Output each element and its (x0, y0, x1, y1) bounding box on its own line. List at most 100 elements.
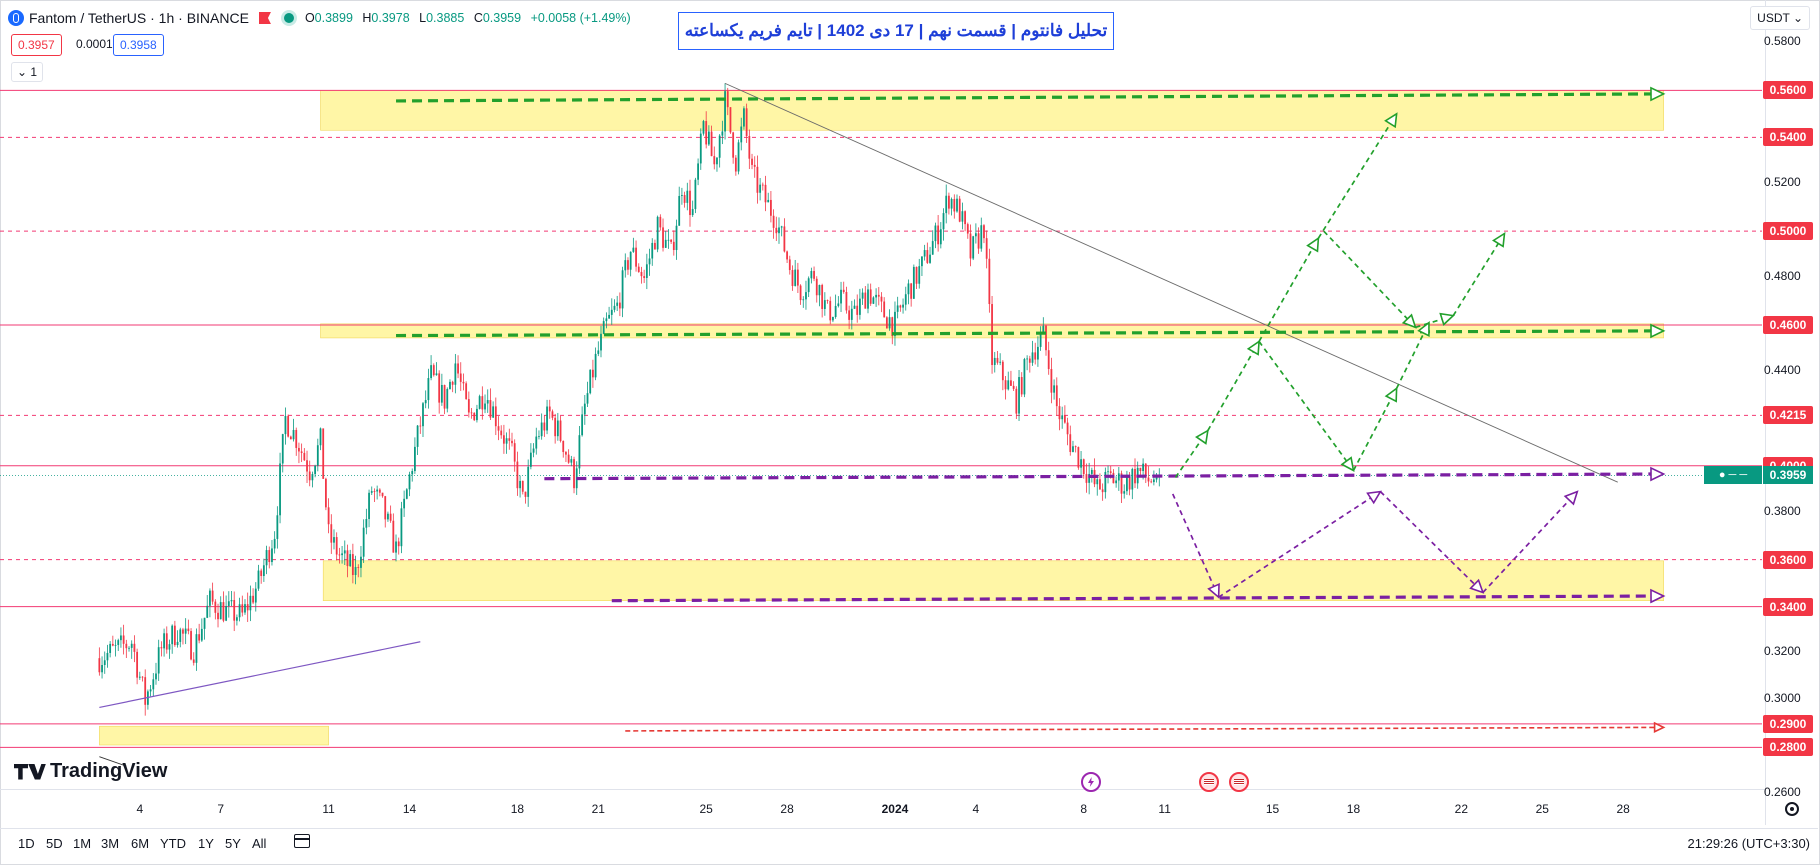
range-1d-button[interactable]: 1D (18, 836, 35, 851)
candle-down (726, 91, 729, 108)
candle-up (117, 640, 120, 645)
candle-up (538, 436, 540, 438)
range-all-button[interactable]: All (252, 836, 267, 851)
candle-up (1142, 463, 1144, 472)
candle-up (743, 108, 745, 127)
candle-down (559, 420, 562, 441)
candle-up (823, 300, 826, 309)
level-price-label: 0.5400 (1763, 128, 1813, 147)
event-icon[interactable] (1081, 772, 1101, 792)
price-tick: 0.3000 (1764, 691, 1801, 706)
range-1y-button[interactable]: 1Y (198, 836, 214, 851)
arrow-head (1384, 112, 1398, 129)
arrow-head (1439, 312, 1456, 326)
price-tick: 0.3200 (1764, 644, 1801, 659)
candle-down (1099, 479, 1101, 490)
candle-up (405, 489, 408, 499)
time-tick: 14 (402, 802, 417, 816)
indicators-toggle[interactable]: ⌄ 1 (11, 62, 44, 82)
flag-icon[interactable] (258, 12, 271, 24)
candle-up (1117, 473, 1120, 481)
support-resistance-zone (322, 560, 1664, 602)
candle-down (465, 383, 468, 400)
candle-down (357, 567, 360, 568)
candle-down (511, 440, 513, 444)
us-flag-icon[interactable] (1199, 772, 1219, 792)
candle-up (1042, 325, 1045, 335)
candle-down (772, 215, 775, 228)
sell-price-button[interactable]: 0.3957 (11, 34, 62, 56)
candle-up (691, 209, 694, 216)
candle-up (219, 602, 222, 620)
candle-up (902, 304, 904, 308)
candle-down (438, 373, 441, 403)
candle-down (524, 491, 527, 497)
symbol-title[interactable]: Fantom / TetherUS · 1h · BINANCE (29, 10, 249, 26)
candle-down (516, 461, 519, 489)
annotation-title[interactable]: تحلیل فانتوم | قسمت نهم | 17 دی 1402 | ت… (678, 12, 1114, 50)
candle-down (1120, 473, 1123, 494)
us-flag-icon[interactable] (1229, 772, 1249, 792)
tradingview-logo[interactable]: TradingView (14, 760, 167, 783)
candle-down (554, 417, 557, 437)
candle-down (182, 629, 184, 634)
candle-up (721, 131, 724, 136)
candle-up (724, 91, 726, 132)
candle-up (872, 297, 875, 304)
range-1m-button[interactable]: 1M (73, 836, 92, 851)
scenario-path (1207, 341, 1260, 432)
clock[interactable]: 21:29:26 (UTC+3:30) (1687, 836, 1810, 851)
candle-up (888, 317, 891, 329)
scenario-path (1452, 233, 1506, 317)
candle-down (1047, 350, 1050, 370)
candle-down (451, 381, 454, 385)
candle-up (907, 283, 910, 295)
candle-up (519, 480, 521, 489)
candle-down (246, 604, 249, 611)
time-tick: 7 (217, 802, 225, 816)
candle-down (335, 537, 338, 555)
candle-up (529, 452, 532, 467)
candle-up (605, 318, 608, 322)
candle-up (257, 570, 260, 589)
candle-up (778, 227, 780, 234)
candle-up (961, 211, 964, 222)
buy-price-button[interactable]: 0.3958 (113, 34, 164, 56)
candle-up (281, 434, 284, 464)
candle-down (689, 190, 691, 216)
candle-down (770, 199, 772, 216)
candle-up (244, 604, 246, 613)
candle-up (1023, 359, 1026, 395)
candle-up (894, 311, 896, 337)
projection-arrow (544, 472, 1656, 481)
candle-up (1126, 476, 1128, 492)
range-6m-button[interactable]: 6M (131, 836, 150, 851)
settings-icon[interactable] (1785, 802, 1799, 816)
range-5d-button[interactable]: 5D (46, 836, 63, 851)
candle-up (718, 135, 721, 158)
candle-up (1026, 358, 1029, 360)
range-ytd-button[interactable]: YTD (160, 836, 186, 851)
candle-up (832, 316, 834, 321)
candle-down (937, 225, 940, 245)
candle-down (1058, 406, 1061, 420)
candle-up (759, 184, 762, 193)
range-3m-button[interactable]: 3M (101, 836, 120, 851)
trend-line (99, 756, 127, 767)
time-tick: 22 (1454, 802, 1469, 816)
candle-up (168, 644, 171, 650)
calendar-icon[interactable] (294, 834, 310, 848)
candle-down (567, 454, 570, 463)
candle-up (435, 373, 438, 376)
candle-up (840, 289, 842, 304)
candle-up (440, 384, 443, 403)
candle-up (942, 213, 945, 230)
candle-down (565, 452, 567, 455)
candle-down (899, 305, 902, 308)
chart-header: Fantom / TetherUS · 1h · BINANCE O0.3899… (8, 8, 637, 28)
candle-down (953, 198, 956, 212)
currency-select[interactable]: USDT ⌄ (1750, 6, 1810, 30)
range-5y-button[interactable]: 5Y (225, 836, 241, 851)
candle-down (308, 471, 311, 481)
